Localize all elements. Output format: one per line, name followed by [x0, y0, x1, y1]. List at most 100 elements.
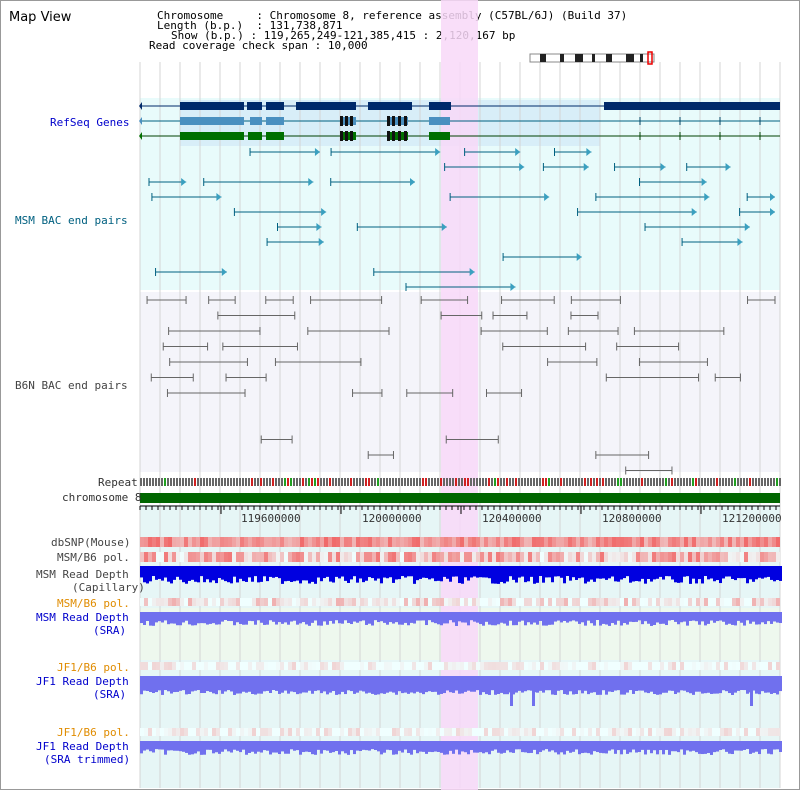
repeat-segment [599, 478, 601, 486]
heat-cell [252, 537, 256, 547]
repeat-segment [764, 478, 766, 486]
heat-cell [616, 598, 620, 606]
track-label-refseq[interactable]: RefSeq Genes [50, 116, 130, 129]
heat-cell [492, 728, 496, 736]
depth-bar [656, 741, 659, 755]
track-label-jf1-depth-sra[interactable]: JF1 Read Depth [36, 675, 129, 688]
depth-bar [422, 612, 425, 621]
heat-cell [452, 552, 456, 562]
heat-cell [508, 728, 512, 736]
gene-exon-marker [340, 116, 343, 126]
heat-cell [432, 662, 436, 670]
ideogram-band [560, 54, 564, 62]
depth-bar [641, 741, 644, 750]
heat-cell [304, 598, 308, 606]
depth-bar [767, 676, 770, 693]
heat-cell [540, 537, 544, 547]
depth-bar [320, 676, 323, 694]
heat-cell [676, 598, 680, 606]
depth-bar [197, 612, 200, 624]
track-label-msm-depth-sra[interactable]: MSM Read Depth [36, 611, 129, 624]
depth-bar [677, 566, 680, 583]
heat-cell [748, 662, 752, 670]
depth-bar [164, 566, 167, 578]
heat-cell [340, 728, 344, 736]
track-label-msm-b6-pol[interactable]: MSM/B6 pol. [57, 551, 130, 564]
gene-exon [248, 132, 262, 140]
track-label-msm-bac[interactable]: MSM BAC end pairs [15, 214, 128, 227]
heat-cell [516, 598, 520, 606]
heat-cell [676, 728, 680, 736]
highlight-band [441, 0, 478, 790]
heat-cell [352, 537, 356, 547]
depth-bar [272, 741, 275, 753]
heat-cell [248, 598, 252, 606]
depth-bar [362, 676, 365, 692]
depth-bar [245, 566, 248, 582]
track-label-dbsnp[interactable]: dbSNP(Mouse) [51, 536, 131, 549]
depth-bar [353, 566, 356, 577]
heat-cell [160, 662, 164, 670]
repeat-segment [503, 478, 505, 486]
repeat-segment [179, 478, 181, 486]
bac-pair-arrow [660, 163, 666, 171]
heat-cell [140, 537, 144, 547]
heat-cell [212, 662, 216, 670]
chromosome-bar [140, 493, 780, 503]
repeat-segment [395, 478, 397, 486]
heat-cell [644, 598, 648, 606]
depth-bar [194, 676, 197, 691]
heat-cell [452, 537, 456, 547]
gene-exon [387, 117, 408, 125]
track-label-b6n-bac[interactable]: B6N BAC end pairs [15, 379, 128, 392]
depth-bar [530, 566, 533, 577]
heat-cell [692, 552, 696, 562]
heat-cell [524, 552, 528, 562]
depth-bar [203, 676, 206, 694]
heat-cell [568, 728, 572, 736]
track-label-msm-depth-cap[interactable]: MSM Read Depth [36, 568, 129, 581]
depth-bar [491, 612, 494, 626]
depth-bar [638, 741, 641, 753]
depth-bar [380, 741, 383, 755]
depth-bar [764, 741, 767, 750]
depth-bar [275, 566, 278, 577]
heat-cell [624, 662, 628, 670]
repeat-segment [239, 478, 241, 486]
track-label-jf1-depth-trim[interactable]: JF1 Read Depth [36, 740, 129, 753]
repeat-segment [293, 478, 295, 486]
heat-cell [552, 537, 556, 547]
heat-cell [644, 552, 648, 562]
heat-cell [580, 598, 584, 606]
heat-cell [376, 662, 380, 670]
heat-cell [532, 537, 536, 547]
repeat-segment [443, 478, 445, 486]
heat-cell [288, 552, 292, 562]
heat-cell [492, 598, 496, 606]
track-label-jf1-b6-pol-2[interactable]: JF1/B6 pol. [57, 726, 130, 739]
heat-cell [408, 598, 412, 606]
depth-bar [239, 741, 242, 753]
depth-bar [176, 566, 179, 577]
heat-cell [452, 662, 456, 670]
heat-cell [192, 552, 196, 562]
track-label-jf1-b6-pol[interactable]: JF1/B6 pol. [57, 661, 130, 674]
depth-bar [188, 741, 191, 755]
heat-cell [500, 662, 504, 670]
heat-cell [292, 537, 296, 547]
repeat-segment [410, 478, 412, 486]
heat-cell [712, 598, 716, 606]
heat-cell [308, 662, 312, 670]
heat-cell [412, 598, 416, 606]
heat-cell [228, 537, 232, 547]
depth-bar [470, 676, 473, 692]
heat-cell [388, 662, 392, 670]
depth-bar [404, 741, 407, 750]
depth-bar [350, 566, 353, 580]
depth-bar [569, 676, 572, 692]
heat-cell [460, 598, 464, 606]
heat-cell [592, 728, 596, 736]
track-label-msm-b6-pol-2[interactable]: MSM/B6 pol. [57, 597, 130, 610]
heat-cell [484, 598, 488, 606]
